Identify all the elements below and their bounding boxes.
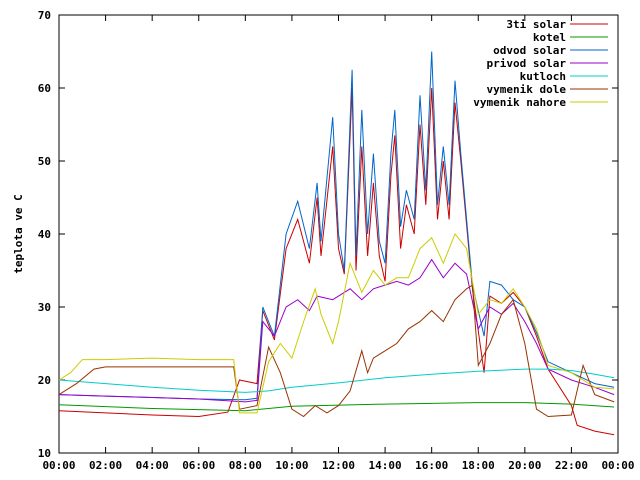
x-tick-label: 12:00 (322, 459, 355, 472)
legend-label: privod solar (487, 57, 567, 70)
series-line-privod-solar (58, 258, 615, 403)
y-axis-title: teplota ve C (12, 194, 25, 273)
y-tick-label: 70 (38, 9, 51, 22)
y-tick-label: 10 (38, 447, 51, 460)
y-tick-label: 60 (38, 82, 51, 95)
x-tick-label: 10:00 (275, 459, 308, 472)
x-tick-label: 14:00 (369, 459, 402, 472)
series-line-kutloch (58, 368, 615, 393)
x-tick-label: 22:00 (555, 459, 588, 472)
y-tick-label: 20 (38, 374, 51, 387)
series-lines (58, 51, 615, 436)
legend-label: vymenik nahore (473, 96, 566, 109)
x-tick-label: 08:00 (229, 459, 262, 472)
legend-label: kutloch (520, 70, 566, 83)
y-tick-labels: 10 20 30 40 50 60 70 (38, 9, 51, 460)
legend-label: 3ti solar (506, 18, 566, 31)
x-tick-label: 20:00 (508, 459, 541, 472)
x-tick-label: 00:00 (42, 459, 75, 472)
series-line-odvod-solar (58, 51, 615, 401)
legend-label: vymenik dole (487, 83, 567, 96)
legend-label: odvod solar (493, 44, 566, 57)
y-tick-label: 50 (38, 155, 51, 168)
x-tick-label: 00:00 (601, 459, 634, 472)
y-tick-label: 30 (38, 301, 51, 314)
legend-label: kotel (533, 31, 566, 44)
x-tick-label: 06:00 (182, 459, 215, 472)
x-tick-labels: 00:00 02:00 04:00 06:00 08:00 10:00 12:00 14:00… (42, 459, 634, 472)
y-tick-label: 40 (38, 228, 51, 241)
x-tick-label: 02:00 (89, 459, 122, 472)
x-tick-label: 18:00 (462, 459, 495, 472)
x-tick-label: 04:00 (136, 459, 169, 472)
tick-marks (58, 14, 619, 454)
series-line-vymenik-nahore (58, 233, 615, 414)
x-tick-label: 16:00 (415, 459, 448, 472)
series-line-kotel (58, 402, 615, 412)
